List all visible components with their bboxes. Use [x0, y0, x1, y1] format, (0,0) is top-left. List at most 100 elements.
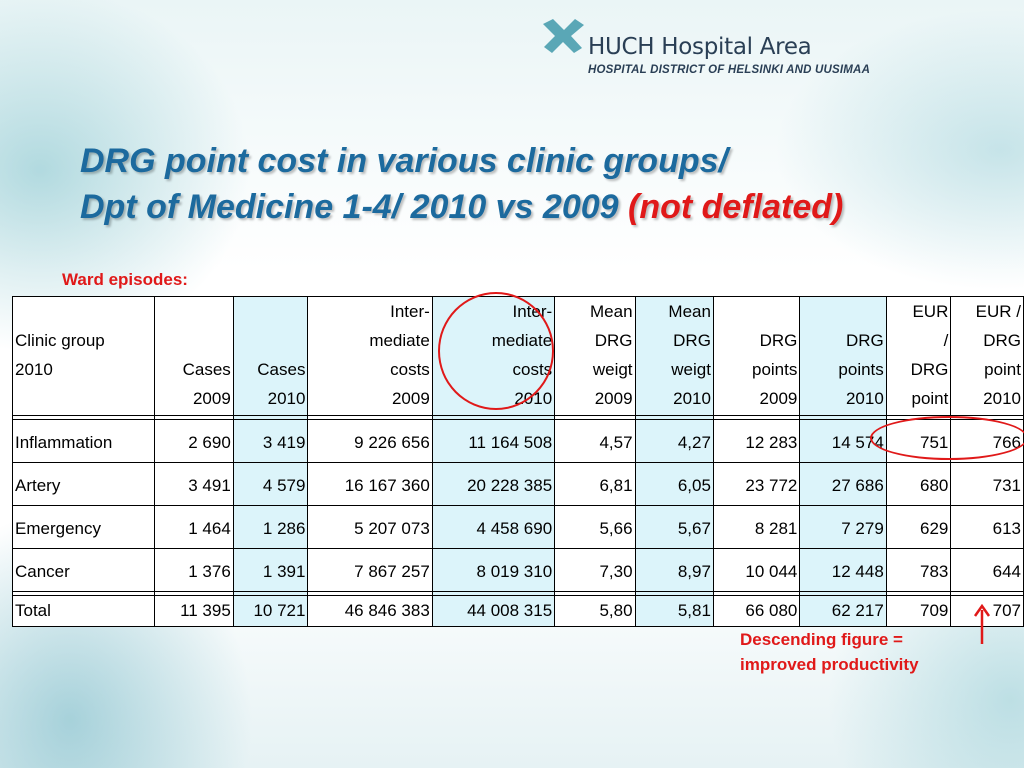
table-row: Cancer 1 376 1 391 7 867 257 8 019 310 7,30 8,…: [11, 548, 1024, 592]
table-cell: 8 019 310: [431, 548, 556, 592]
header-cell: Mean DRG weigt 2010: [634, 296, 714, 416]
table-cell: 11 395: [154, 595, 234, 627]
title-line-2: Dpt of Medicine 1-4/ 2010 vs 2009 (not d…: [80, 184, 1000, 230]
header-text: /: [943, 331, 949, 350]
header-text: Cases: [257, 360, 306, 379]
table-cell: 731: [950, 462, 1024, 506]
header-text: DRG: [759, 331, 798, 350]
header-text: [15, 384, 152, 413]
table-row: Artery 3 491 4 579 16 167 360 20 228 385 6,81…: [11, 462, 1024, 506]
header-text: costs: [390, 360, 430, 379]
table-cell: 8,97: [634, 548, 714, 592]
header-text: Cases: [182, 360, 231, 379]
table-cell: 10 721: [232, 595, 309, 627]
title-line-1: DRG point cost in various clinic groups/: [80, 142, 728, 180]
header-text: 2009: [594, 389, 633, 408]
header-text: Clinic group: [15, 331, 105, 350]
header-text: Mean: [668, 302, 711, 321]
table-cell: 62 217: [799, 595, 887, 627]
productivity-note: Descending figure = improved productivit…: [740, 627, 919, 677]
header-text: [15, 297, 152, 326]
header-text: EUR /: [975, 302, 1021, 321]
huch-cross-icon: [543, 19, 584, 53]
header-text: 2010: [983, 389, 1021, 408]
header-text: 2009: [759, 389, 798, 408]
header-text: 2009: [391, 389, 430, 408]
table-cell: 4 458 690: [431, 505, 556, 549]
table-cell: 5,66: [554, 505, 636, 549]
header-cell: EUR / DRG point: [885, 296, 952, 416]
table-cell: 9 226 656: [307, 419, 433, 463]
header-text: [236, 297, 306, 326]
table-cell: 46 846 383: [307, 595, 433, 627]
header-cell: DRG points 2010: [799, 296, 887, 416]
table-cell: 5,80: [554, 595, 636, 627]
table-total-row: Total 11 395 10 721 46 846 383 44 008 315 5,8…: [11, 595, 1024, 627]
header-text: EUR: [912, 302, 949, 321]
table-cell: 5,81: [634, 595, 714, 627]
header-text: mediate: [369, 331, 430, 350]
table-cell: 1 286: [232, 505, 309, 549]
table-cell: 629: [885, 505, 952, 549]
up-arrow-icon: [973, 604, 991, 644]
table-cell: 1 391: [232, 548, 309, 592]
header-cell: Cases 2009: [154, 296, 234, 416]
table-cell: 10 044: [712, 548, 801, 592]
note-line-2: improved productivity: [740, 655, 919, 674]
header-cell: DRG points 2009: [712, 296, 801, 416]
header-text: Inter-: [390, 302, 430, 321]
header-text: weigt: [671, 360, 711, 379]
table-cell: 1 464: [154, 505, 234, 549]
header-cell: Mean DRG weigt 2009: [554, 296, 636, 416]
table-row: Emergency 1 464 1 286 5 207 073 4 458 690 5,6…: [11, 505, 1024, 549]
drg-cost-table: Clinic group 2010 Cases 2009 Cases 2010 Inte…: [11, 296, 1024, 627]
header-text: [157, 326, 231, 355]
header-cell: Cases 2010: [232, 296, 309, 416]
table-cell: 3 491: [154, 462, 234, 506]
table-cell: 66 080: [712, 595, 801, 627]
table-cell: 1 376: [154, 548, 234, 592]
header-text: [802, 297, 883, 326]
huch-logo: HUCH Hospital Area HOSPITAL DISTRICT OF …: [540, 16, 920, 80]
table-cell: 613: [950, 505, 1024, 549]
header-text: 2010: [845, 389, 884, 408]
row-label: Inflammation: [11, 419, 156, 463]
row-label: Emergency: [11, 505, 156, 549]
table-cell: 23 772: [712, 462, 801, 506]
row-label: Artery: [11, 462, 156, 506]
header-cell: Clinic group 2010: [11, 296, 156, 416]
header-text: 2010: [673, 389, 711, 408]
table-cell: 7,30: [554, 548, 636, 592]
header-text: DRG: [983, 331, 1021, 350]
slide-title: DRG point cost in various clinic groups/…: [80, 138, 1000, 230]
table-cell: 709: [885, 595, 952, 627]
table-cell: 7 867 257: [307, 548, 433, 592]
table-cell: 7 279: [799, 505, 887, 549]
header-text: DRG: [673, 331, 711, 350]
header-text: DRG: [910, 360, 949, 379]
table-cell: 680: [885, 462, 952, 506]
header-cell: EUR / DRG point 2010: [950, 296, 1024, 416]
header-cell: Inter-mediate costs 2009: [307, 296, 433, 416]
table-cell: 6,81: [554, 462, 636, 506]
header-text: Mean: [590, 302, 633, 321]
title-line-2-text: Dpt of Medicine 1-4/ 2010 vs 2009: [80, 188, 629, 226]
header-text: 2009: [192, 389, 231, 408]
table-cell: 3 419: [232, 419, 309, 463]
highlight-circle-costs-2010: [438, 292, 554, 410]
table-cell: 644: [950, 548, 1024, 592]
header-text: 2010: [267, 389, 306, 408]
header-text: points: [751, 360, 798, 379]
header-text: point: [911, 389, 949, 408]
row-label: Cancer: [11, 548, 156, 592]
table-cell: 5 207 073: [307, 505, 433, 549]
table-cell: 4,57: [554, 419, 636, 463]
header-text: DRG: [846, 331, 884, 350]
ward-episodes-label: Ward episodes:: [62, 270, 188, 289]
table-cell: 12 448: [799, 548, 887, 592]
table-cell: 11 164 508: [431, 419, 556, 463]
header-text: weigt: [592, 360, 633, 379]
row-label: Total: [11, 595, 156, 627]
logo-name: HUCH Hospital Area: [588, 34, 812, 60]
logo-subtitle: HOSPITAL DISTRICT OF HELSINKI AND UUSIMA…: [588, 64, 871, 76]
